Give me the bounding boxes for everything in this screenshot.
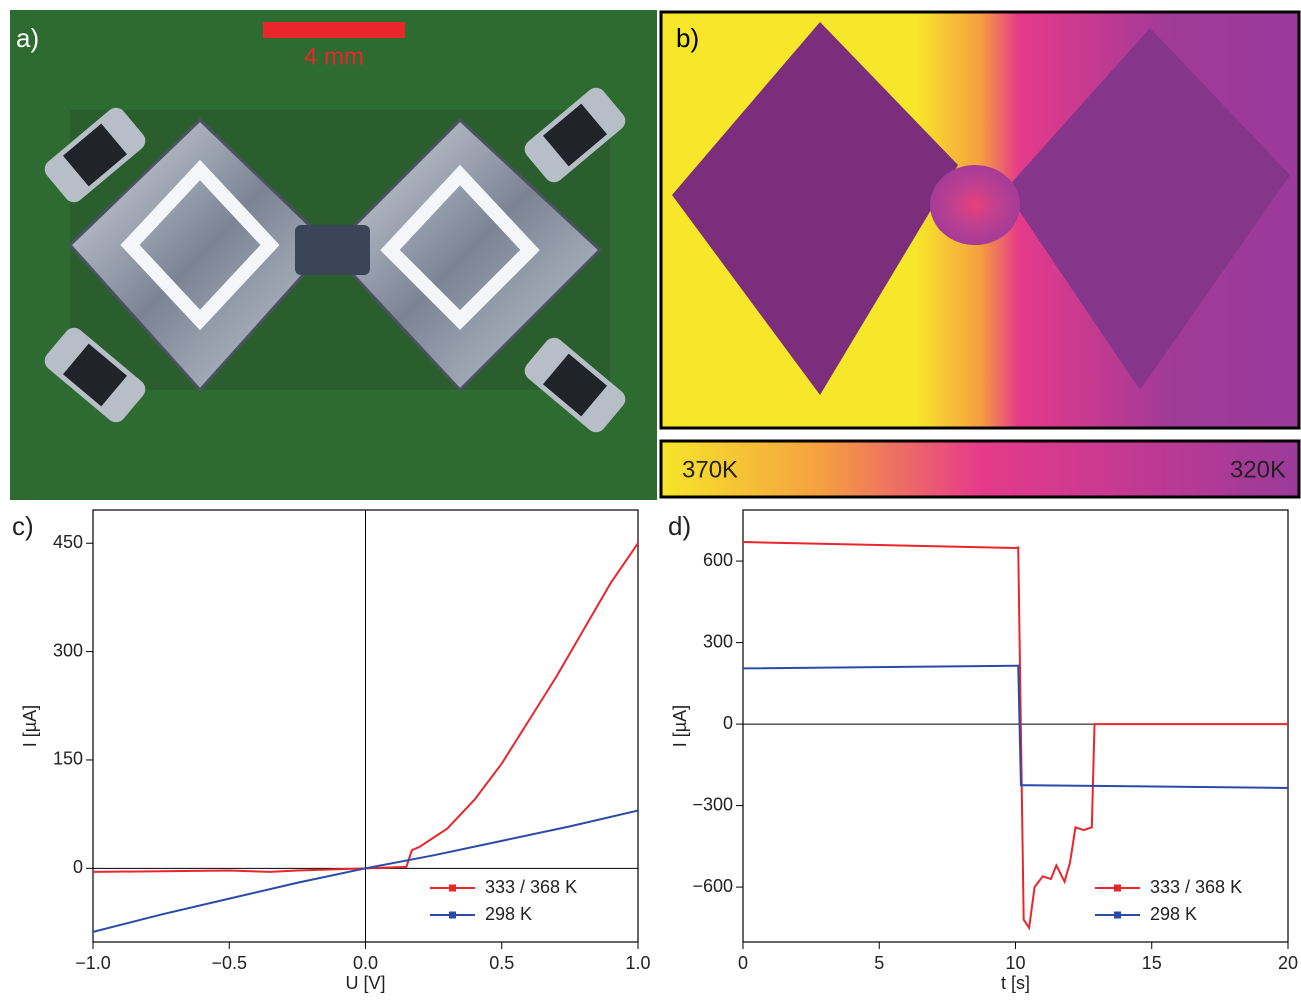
legend-marker [449,912,456,919]
legend-marker [1114,885,1121,892]
y-tick-label: −300 [692,794,733,814]
panel-label: b) [676,23,699,53]
x-tick-label: 1.0 [625,953,650,973]
panel-label: d) [668,511,691,541]
legend-marker [1114,912,1121,919]
x-tick-label: 10 [1005,953,1025,973]
y-tick-label: 150 [53,749,83,769]
legend-label: 333 / 368 K [485,877,577,897]
x-tick-label: −0.5 [211,953,247,973]
y-axis-label: I [µA] [20,705,40,747]
y-tick-label: 600 [703,550,733,570]
y-tick-label: 0 [73,857,83,877]
x-axis-label: U [V] [345,973,385,993]
legend-label: 298 K [485,904,532,924]
data-line [743,666,1288,788]
legend-label: 298 K [1150,904,1197,924]
x-tick-label: 15 [1142,953,1162,973]
y-tick-label: 300 [53,640,83,660]
x-tick-label: 0 [738,953,748,973]
y-axis-label: I [µA] [670,705,690,747]
legend-label: 333 / 368 K [1150,877,1242,897]
x-tick-label: −1.0 [75,953,111,973]
thermal-panel: b) 370K 320K [661,12,1299,497]
data-line [743,542,1288,928]
y-tick-label: −600 [692,876,733,896]
figure: 4 mm a) b) 370K 320K −1.0 −0.5 0.0 0.5 1.0 0 1… [0,0,1301,999]
x-tick-label: 20 [1278,953,1298,973]
y-tick-label: 450 [53,532,83,552]
colorbar-label: 320K [1230,456,1286,483]
panel-label: a) [16,23,39,53]
x-tick-label: 5 [874,953,884,973]
scale-bar-label: 4 mm [304,43,364,70]
legend-marker [449,885,456,892]
y-tick-label: 300 [703,631,733,651]
panel-label: c) [12,511,34,541]
x-tick-label: 0.0 [353,953,378,973]
x-tick-label: 0.5 [489,953,514,973]
x-axis-label: t [s] [1001,973,1030,993]
y-tick-label: 0 [723,713,733,733]
photo-panel: 4 mm a) [10,10,657,500]
colorbar-label: 370K [682,456,738,483]
